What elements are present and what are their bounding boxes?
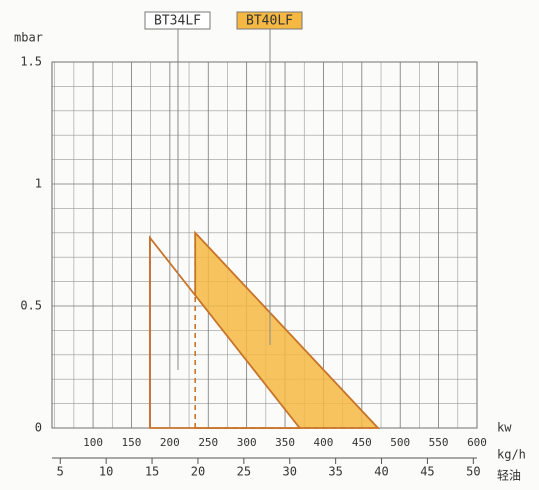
x-tick-label: 150 <box>122 436 142 449</box>
y-tick-label: 1.5 <box>20 55 42 69</box>
x-axis-label: kw <box>497 421 512 435</box>
x-tick-label: 600 <box>467 436 487 449</box>
x2-tick-label: 50 <box>466 465 480 479</box>
x-tick-label: 450 <box>352 436 372 449</box>
x2-tick-label: 20 <box>191 465 205 479</box>
x2-tick-label: 5 <box>57 465 64 479</box>
x2-tick-label: 45 <box>420 465 434 479</box>
legend-label: BT40LF <box>246 14 293 29</box>
x-tick-label: 550 <box>429 436 449 449</box>
legend-box <box>144 11 211 30</box>
x-tick-label: 350 <box>275 436 295 449</box>
x2-axis-sublabel: 轻油 <box>497 469 521 483</box>
x2-tick-label: 15 <box>145 465 159 479</box>
x-tick-label: 400 <box>313 436 333 449</box>
x2-tick-label: 25 <box>237 465 251 479</box>
x-tick-label: 250 <box>198 436 218 449</box>
y-axis-label: mbar <box>14 31 43 45</box>
x2-tick-label: 40 <box>374 465 388 479</box>
y-tick-label: 1 <box>35 177 42 191</box>
x-tick-label: 100 <box>83 436 103 449</box>
range-area <box>148 235 302 429</box>
x2-tick-label: 30 <box>283 465 297 479</box>
y-tick-label: 0.5 <box>20 299 42 313</box>
legend-label: BT34LF <box>154 14 201 29</box>
x-tick-label: 300 <box>237 436 257 449</box>
x-tick-label: 200 <box>160 436 180 449</box>
x2-tick-label: 35 <box>328 465 342 479</box>
x2-axis-label: kg/h <box>497 448 526 462</box>
legend-box <box>236 11 303 30</box>
x2-tick-label: 10 <box>99 465 113 479</box>
x-tick-label: 500 <box>390 436 410 449</box>
y-tick-label: 0 <box>35 421 42 435</box>
